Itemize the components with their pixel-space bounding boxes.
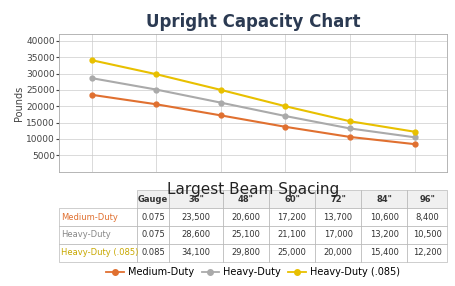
- Title: Upright Capacity Chart: Upright Capacity Chart: [146, 13, 359, 31]
- Text: 84": 84": [375, 195, 391, 204]
- Bar: [268, 208, 314, 226]
- Bar: [406, 208, 446, 226]
- Line: Heavy-Duty: Heavy-Duty: [89, 76, 416, 140]
- Heavy-Duty (.085): [217, 88, 223, 92]
- Bar: [406, 244, 446, 262]
- Heavy-Duty (.085): [153, 72, 159, 76]
- Heavy-Duty: [153, 88, 159, 91]
- Text: 25,100: 25,100: [231, 231, 260, 239]
- Bar: [314, 244, 360, 262]
- Text: 0.085: 0.085: [141, 248, 164, 257]
- Text: Heavy-Duty: Heavy-Duty: [61, 231, 111, 239]
- Text: 0.075: 0.075: [141, 231, 164, 239]
- Legend: Medium-Duty, Heavy-Duty, Heavy-Duty (.085): Medium-Duty, Heavy-Duty, Heavy-Duty (.08…: [102, 263, 403, 281]
- Text: 48": 48": [238, 195, 253, 204]
- Bar: [360, 244, 406, 262]
- Medium-Duty: [153, 103, 159, 106]
- Bar: [169, 226, 222, 244]
- Text: 25,000: 25,000: [277, 248, 306, 257]
- Text: 10,500: 10,500: [412, 231, 440, 239]
- Bar: [59, 244, 136, 262]
- Heavy-Duty: [282, 114, 288, 118]
- Bar: [268, 226, 314, 244]
- Bar: [136, 226, 169, 244]
- Bar: [136, 244, 169, 262]
- Medium-Duty: [217, 114, 223, 117]
- Text: 15,400: 15,400: [369, 248, 398, 257]
- Line: Medium-Duty: Medium-Duty: [89, 92, 416, 146]
- Text: 8,400: 8,400: [415, 212, 438, 221]
- Medium-Duty: [411, 142, 416, 146]
- Bar: [406, 190, 446, 208]
- Bar: [360, 190, 406, 208]
- Bar: [360, 226, 406, 244]
- Medium-Duty: [89, 93, 94, 96]
- Bar: [222, 244, 268, 262]
- Bar: [268, 190, 314, 208]
- Text: 10,600: 10,600: [369, 212, 398, 221]
- Text: 13,700: 13,700: [323, 212, 352, 221]
- Heavy-Duty: [411, 136, 416, 139]
- Heavy-Duty: [89, 76, 94, 80]
- Medium-Duty: [347, 135, 352, 139]
- Bar: [169, 208, 222, 226]
- Bar: [59, 226, 136, 244]
- Heavy-Duty (.085): [282, 104, 288, 108]
- Text: Gauge: Gauge: [137, 195, 168, 204]
- Bar: [314, 190, 360, 208]
- Heavy-Duty (.085): [411, 130, 416, 134]
- Text: Medium-Duty: Medium-Duty: [61, 212, 118, 221]
- Bar: [314, 226, 360, 244]
- Bar: [406, 226, 446, 244]
- Bar: [222, 190, 268, 208]
- Text: 0.075: 0.075: [141, 212, 164, 221]
- Bar: [360, 208, 406, 226]
- Heavy-Duty: [347, 127, 352, 130]
- Bar: [136, 208, 169, 226]
- Bar: [222, 208, 268, 226]
- Text: 36": 36": [187, 195, 203, 204]
- Text: 17,200: 17,200: [277, 212, 306, 221]
- Text: 20,000: 20,000: [323, 248, 352, 257]
- Text: Heavy-Duty (.085): Heavy-Duty (.085): [61, 248, 138, 257]
- Text: 29,800: 29,800: [231, 248, 260, 257]
- Text: 21,100: 21,100: [277, 231, 306, 239]
- Line: Heavy-Duty (.085): Heavy-Duty (.085): [89, 58, 416, 134]
- Text: 60": 60": [283, 195, 299, 204]
- Heavy-Duty (.085): [89, 58, 94, 62]
- Text: 13,200: 13,200: [369, 231, 398, 239]
- Heavy-Duty: [217, 101, 223, 104]
- Medium-Duty: [282, 125, 288, 128]
- Bar: [136, 190, 169, 208]
- Bar: [169, 190, 222, 208]
- Bar: [268, 244, 314, 262]
- Text: 34,100: 34,100: [181, 248, 210, 257]
- Text: 72": 72": [329, 195, 345, 204]
- Text: 20,600: 20,600: [231, 212, 260, 221]
- Bar: [59, 208, 136, 226]
- Text: 96": 96": [418, 195, 434, 204]
- Text: 23,500: 23,500: [181, 212, 210, 221]
- Text: Largest Beam Spacing: Largest Beam Spacing: [167, 182, 339, 196]
- Bar: [169, 244, 222, 262]
- Text: 28,600: 28,600: [181, 231, 210, 239]
- Heavy-Duty (.085): [347, 120, 352, 123]
- Y-axis label: Pounds: Pounds: [14, 85, 24, 121]
- Bar: [314, 208, 360, 226]
- Bar: [222, 226, 268, 244]
- Text: 12,200: 12,200: [412, 248, 440, 257]
- Text: 17,000: 17,000: [323, 231, 352, 239]
